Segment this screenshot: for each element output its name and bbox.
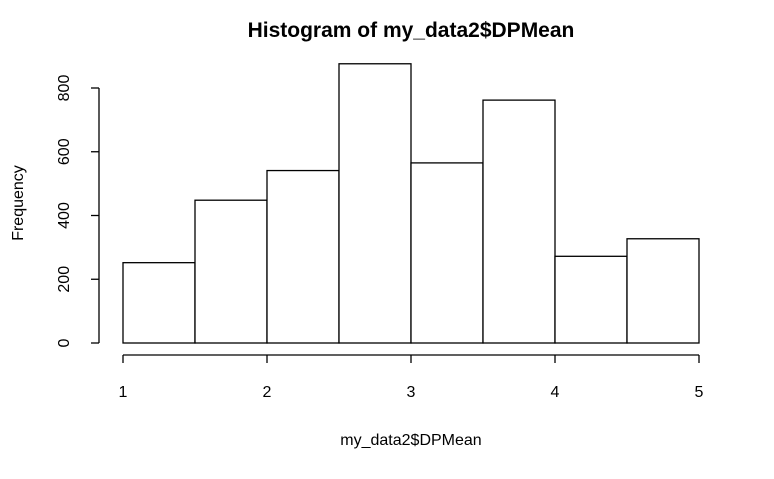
- y-axis: 0 200 400 600 800: [56, 75, 100, 347]
- histogram-bar: [554, 255, 628, 344]
- x-tick-label: 3: [407, 384, 416, 401]
- y-tick-label: 0: [56, 338, 73, 347]
- histogram-bar: [194, 199, 268, 344]
- chart-title: Histogram of my_data2$DPMean: [248, 19, 575, 42]
- x-axis: 1 2 3 4 5: [119, 354, 704, 401]
- histogram-bar: [338, 63, 412, 344]
- y-tick-label: 400: [56, 202, 73, 229]
- histogram-bar: [626, 238, 700, 344]
- x-tick-label: 2: [263, 384, 272, 401]
- x-axis-label: my_data2$DPMean: [340, 432, 481, 449]
- x-tick-label: 4: [551, 384, 560, 401]
- bars-group: [122, 63, 700, 344]
- y-tick-label: 200: [56, 266, 73, 293]
- histogram-bar: [410, 162, 484, 344]
- y-tick-label: 800: [56, 75, 73, 102]
- y-axis-label: Frequency: [10, 165, 27, 241]
- x-tick-label: 5: [695, 384, 704, 401]
- x-tick-label: 1: [119, 384, 128, 401]
- histogram-bar: [482, 99, 556, 344]
- histogram-bar: [266, 169, 340, 344]
- histogram-bar: [122, 262, 196, 344]
- y-tick-label: 600: [56, 138, 73, 165]
